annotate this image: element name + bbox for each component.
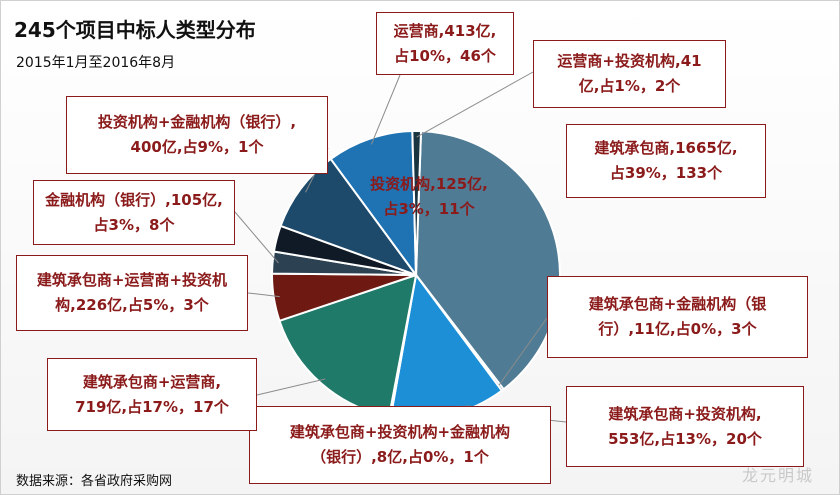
- label-finance: 金融机构（银行）,105亿, 占3%，8个: [33, 180, 235, 245]
- pie-slice-10: [411, 130, 423, 276]
- leader-line-1: [498, 317, 548, 386]
- pie-slices: [270, 130, 561, 420]
- label-contractor-investor-finance: 建筑承包商+投资机构+金融机构 （银行）,8亿,占0%，1个: [249, 406, 551, 484]
- label-contractor-investor: 建筑承包商+投资机构, 553亿,占13%，20个: [566, 386, 804, 467]
- label-contractor-operator: 建筑承包商+运营商, 719亿,占17%，17个: [47, 358, 257, 431]
- leader-line-5: [247, 292, 280, 298]
- leader-line-4: [256, 378, 326, 396]
- label-investor-finance: 投资机构+金融机构（银行）, 400亿,占9%，1个: [66, 96, 328, 174]
- data-source: 数据来源：各省政府采购网: [16, 474, 173, 489]
- pie-slice-0: [414, 130, 561, 391]
- label-contractor-operator-investor: 建筑承包商+运营商+投资机 构,226亿,占5%，3个: [16, 255, 248, 331]
- label-operator: 运营商,413亿, 占10%，46个: [376, 12, 514, 75]
- label-contractor-finance: 建筑承包商+金融机构（银 行）,11亿,占0%，3个: [547, 276, 808, 358]
- label-contractor: 建筑承包商,1665亿, 占39%，133个: [566, 124, 766, 198]
- leader-line-9: [370, 74, 401, 145]
- label-operator-investor: 运营商+投资机构,41 亿,占1%，2个: [533, 40, 726, 108]
- chart-title: 245个项目中标人类型分布: [14, 18, 256, 42]
- watermark: 龙元明城: [742, 466, 815, 485]
- pie-slice-9: [329, 130, 418, 279]
- leader-line-10: [416, 71, 534, 138]
- chart-subtitle: 2015年1月至2016年8月: [16, 55, 176, 71]
- pie-slice-8: [279, 157, 419, 278]
- label-investor: 投资机构,125亿, 占3%，11个: [370, 175, 488, 218]
- leader-line-6: [234, 211, 279, 264]
